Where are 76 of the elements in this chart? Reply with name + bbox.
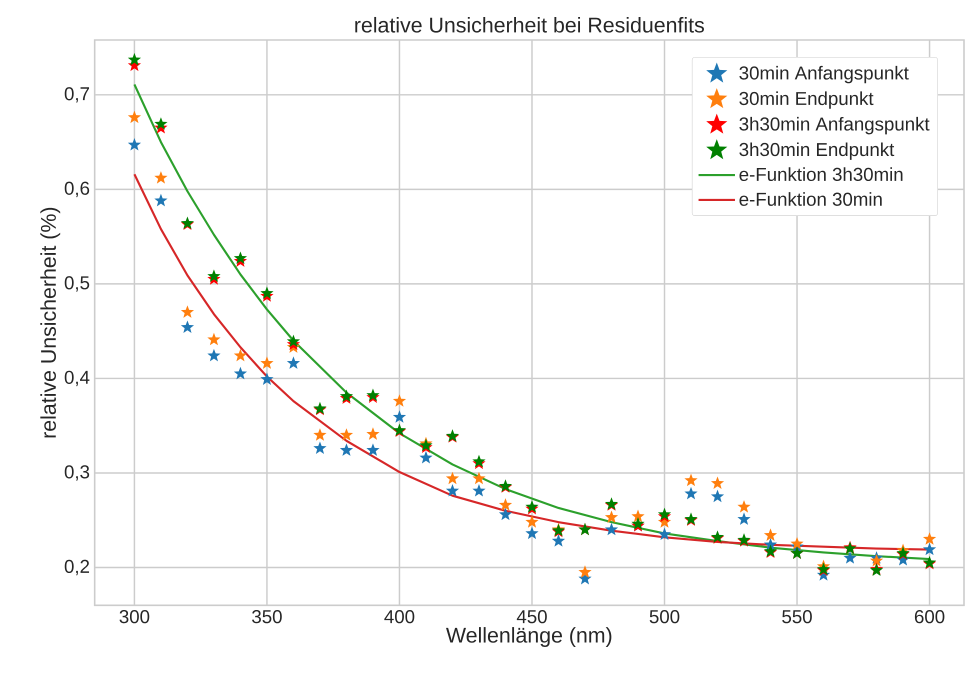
x-tick-label: 500: [650, 610, 680, 624]
point: [498, 498, 512, 511]
point: [737, 512, 751, 525]
point: [180, 320, 194, 333]
point: [710, 476, 724, 489]
point: [260, 286, 274, 299]
y-tick-label: 0,3: [64, 465, 90, 481]
legend-label: e-Funktion 30min: [740, 192, 882, 206]
point: [234, 348, 248, 362]
legend-label: 3h30min Anfangspunkt: [739, 116, 930, 134]
point: [922, 532, 936, 545]
point: [790, 536, 804, 550]
point: [710, 490, 724, 502]
x-tick-label: 350: [252, 610, 282, 624]
y-tick-label: 0,7: [64, 87, 90, 103]
x-tick-label: 300: [120, 610, 150, 624]
point: [446, 484, 460, 497]
point: [737, 500, 751, 513]
point: [392, 410, 406, 423]
point: [286, 356, 300, 369]
point: [128, 110, 142, 124]
point: [366, 443, 380, 456]
point: [446, 472, 460, 484]
legend-label: e-Funktion 3h30min: [740, 167, 902, 182]
point: [498, 508, 512, 520]
point: [684, 486, 698, 500]
point: [366, 427, 380, 440]
point: [922, 542, 936, 556]
point: [658, 527, 672, 540]
legend-label: 3h30min Endpunkt: [739, 142, 894, 160]
point: [631, 510, 645, 522]
point: [604, 522, 618, 536]
point: [260, 372, 274, 385]
legend-label: 30min Endpunkt: [739, 91, 874, 109]
y-tick-label: 0,2: [64, 560, 90, 576]
point: [472, 484, 486, 497]
y-tick-label: 0,5: [64, 276, 90, 292]
point: [340, 443, 354, 456]
point: [128, 52, 142, 66]
point: [260, 356, 274, 369]
point: [313, 441, 327, 454]
point: [392, 394, 406, 407]
point: [604, 510, 618, 524]
point: [154, 194, 168, 206]
point: [207, 332, 221, 346]
y-axis-title: relative Unsicherheit (%): [40, 208, 60, 438]
point: [870, 554, 884, 567]
legend-label: 30min Anfangspunkt: [739, 66, 909, 84]
point: [207, 269, 221, 282]
chart-title: relative Unsicherheit bei Residuenfits: [355, 16, 704, 33]
point: [154, 117, 168, 130]
point: [552, 534, 566, 547]
x-tick-label: 450: [516, 610, 547, 624]
point: [843, 551, 857, 564]
point: [128, 138, 142, 151]
x-tick-label: 600: [914, 610, 944, 624]
point: [313, 428, 327, 441]
point: [340, 428, 354, 441]
y-tick-label: 0,4: [64, 370, 90, 386]
point: [525, 515, 539, 528]
point: [578, 565, 592, 578]
y-tick-label: 0,6: [64, 182, 90, 198]
point: [234, 366, 248, 380]
point: [286, 334, 300, 348]
point: [234, 251, 248, 264]
point: [207, 348, 221, 362]
x-axis-title: Wellenlänge (nm): [446, 627, 612, 647]
point: [684, 474, 698, 486]
point: [764, 528, 778, 541]
point: [180, 305, 194, 318]
point: [525, 526, 539, 540]
point: [419, 450, 433, 464]
x-tick-label: 550: [782, 610, 812, 624]
x-tick-label: 400: [384, 610, 414, 624]
point: [154, 171, 168, 184]
point: [472, 472, 486, 484]
